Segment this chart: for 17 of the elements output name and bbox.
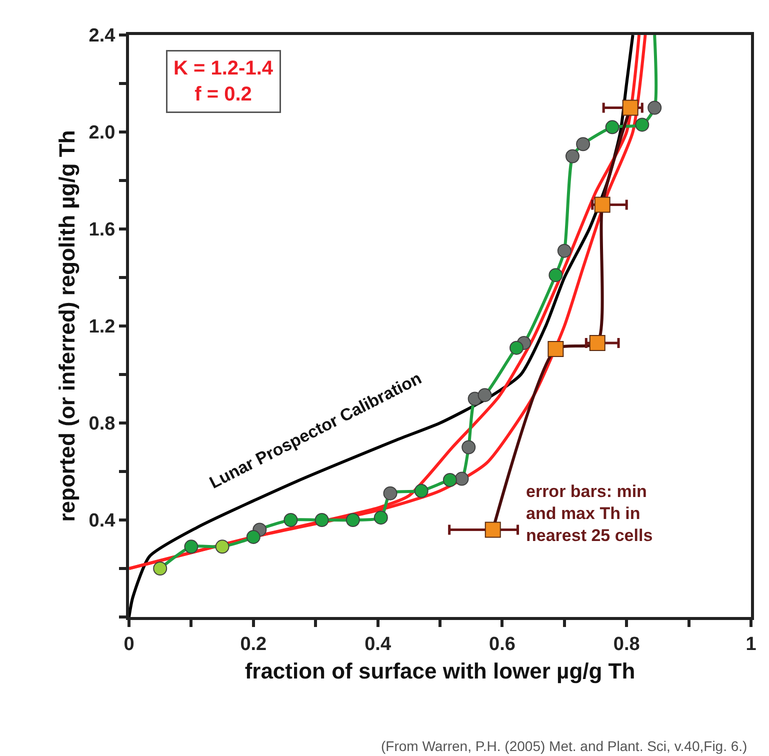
x-tick-label: 0 [124, 634, 134, 655]
y-axis-title: reported (or inferred) regolith µg/g Th [54, 130, 80, 522]
x-tick-label: 1 [746, 634, 757, 655]
y-tick-label: 1.6 [88, 220, 116, 241]
x-tick-label: 0.2 [240, 634, 267, 655]
y-tick-label: 2.0 [88, 122, 116, 144]
annotation: error bars: min and max Th in nearest 25 cells [526, 482, 653, 546]
x-tick-label: 0.4 [364, 634, 392, 655]
x-tick-label: 0.6 [488, 634, 516, 655]
y-tick-label: 2.4 [88, 26, 116, 47]
x-axis-title: fraction of surface with lower µg/g Th [244, 658, 636, 684]
y-tick-label: 0.4 [88, 510, 116, 532]
annotation: K = 1.2-1.4 f = 0.2 [174, 58, 274, 106]
x-tick-label: 0.8 [613, 634, 640, 655]
y-tick-label: 1.2 [88, 316, 116, 338]
text: (From Warren, P.H. (2005) Met. and Plant. Sci, v.40,Fig. 6.) [381, 738, 748, 754]
y-tick-label: 0.8 [88, 414, 116, 435]
